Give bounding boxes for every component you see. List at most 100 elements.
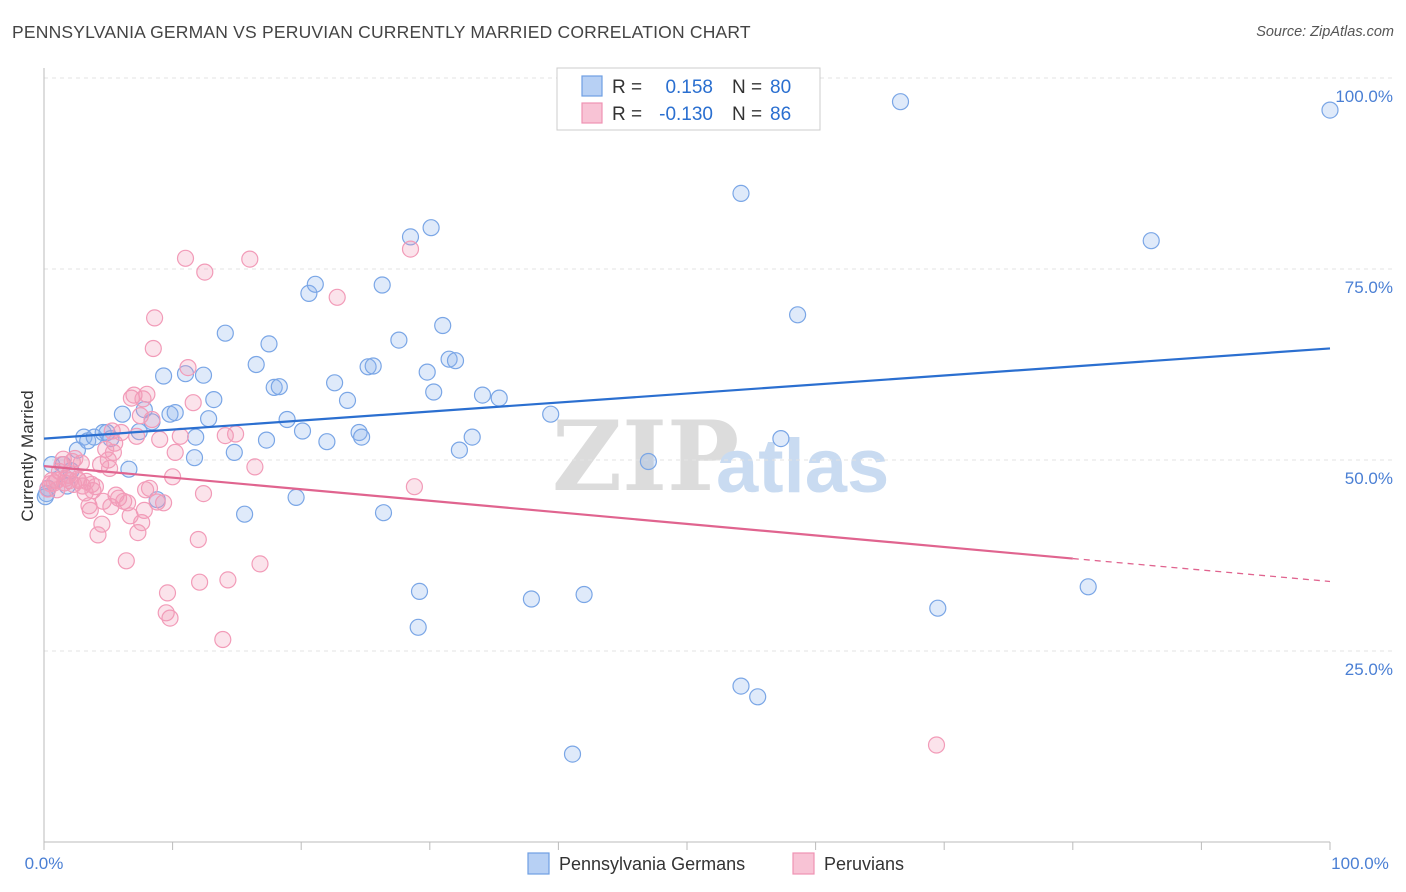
trend-lines [43, 347, 1331, 583]
y-tick-label-50: 50.0% [1345, 469, 1393, 488]
legend-r-label-1: R = [612, 77, 642, 98]
point-pennsylvania-german-34 [278, 410, 296, 429]
point-pennsylvania-german-35 [287, 488, 305, 506]
point-pennsylvania-german-29 [247, 355, 265, 374]
point-peruvian-58 [151, 430, 169, 448]
series-legend: Pennsylvania Germans Peruvians [527, 852, 904, 875]
point-pennsylvania-german-19 [166, 404, 184, 422]
point-peruvian-52 [138, 385, 156, 403]
point-peruvian-21 [81, 501, 99, 519]
point-pennsylvania-german-42 [350, 423, 368, 442]
point-pennsylvania-german-32 [265, 378, 283, 396]
point-pennsylvania-german-66 [639, 452, 658, 471]
point-peruvian-55 [144, 339, 162, 358]
point-pennsylvania-german-54 [425, 383, 443, 401]
series-legend-swatch-pink [792, 852, 815, 875]
point-peruvian-35 [106, 434, 124, 452]
legend-n-value-1: 80 [770, 77, 791, 98]
point-peruvian-66 [176, 249, 195, 267]
legend-swatch-pink [581, 102, 603, 124]
point-peruvian-31 [100, 459, 119, 477]
point-peruvian-76 [227, 425, 245, 443]
point-pennsylvania-german-63 [542, 405, 560, 423]
point-pennsylvania-german-23 [194, 366, 213, 384]
point-peruvian-37 [109, 489, 128, 507]
point-peruvian-82 [405, 478, 423, 496]
point-peruvian-80 [328, 288, 346, 306]
stats-legend: R = 0.158 N = 80 R = -0.130 N = 86 [556, 67, 821, 131]
point-pennsylvania-german-76 [1321, 101, 1339, 119]
point-peruvian-70 [191, 573, 209, 591]
point-peruvian-73 [214, 630, 232, 649]
point-peruvian-59 [155, 494, 173, 512]
point-peruvian-50 [135, 501, 153, 519]
point-peruvian-68 [184, 394, 202, 412]
gridlines [44, 77, 1392, 652]
point-peruvian-53 [140, 479, 159, 497]
point-pennsylvania-german-75 [1142, 232, 1160, 250]
point-pennsylvania-german-73 [929, 599, 947, 617]
point-peruvian-56 [146, 309, 164, 327]
point-peruvian-72 [196, 263, 214, 281]
series-legend-label-blue: Pennsylvania Germans [559, 854, 745, 874]
legend-r-label-2: R = [612, 104, 642, 125]
point-pennsylvania-german-69 [749, 688, 767, 706]
point-pennsylvania-german-43 [353, 428, 371, 446]
watermark-zip: ZIP [552, 400, 739, 513]
chart-title: PENNSYLVANIA GERMAN VS PERUVIAN CURRENTL… [12, 22, 751, 42]
point-pennsylvania-german-71 [788, 306, 807, 324]
point-peruvian-27 [93, 515, 111, 533]
point-pennsylvania-german-70 [772, 430, 790, 448]
point-pennsylvania-german-49 [401, 228, 420, 246]
point-peruvian-54 [143, 410, 161, 429]
point-peruvian-44 [125, 386, 143, 404]
point-pennsylvania-german-26 [216, 324, 234, 342]
point-peruvian-25 [89, 526, 107, 544]
point-pennsylvania-german-39 [318, 433, 336, 451]
legend-swatch-blue [581, 75, 603, 97]
source-credit: Source: ZipAtlas.com [1256, 24, 1394, 40]
point-peruvian-19 [77, 472, 96, 490]
trend-line-peruvian-extrapolated [1072, 557, 1331, 583]
y-tick-label-100: 100.0% [1335, 87, 1393, 106]
point-pennsylvania-german-51 [409, 618, 427, 636]
point-pennsylvania-german-58 [450, 441, 468, 459]
point-pennsylvania-german-30 [257, 431, 276, 449]
point-pennsylvania-german-21 [185, 449, 204, 467]
point-pennsylvania-german-68 [732, 184, 750, 202]
point-peruvian-46 [129, 523, 147, 542]
point-pennsylvania-german-25 [205, 391, 223, 409]
point-pennsylvania-german-38 [306, 275, 324, 293]
point-pennsylvania-german-62 [522, 590, 541, 608]
point-pennsylvania-german-47 [374, 504, 393, 522]
point-pennsylvania-german-7 [85, 428, 103, 446]
point-pennsylvania-german-72 [891, 93, 910, 111]
point-pennsylvania-german-33 [270, 378, 288, 396]
point-peruvian-65 [171, 427, 189, 445]
point-peruvian-61 [158, 584, 177, 602]
x-tick-label-min: 0.0% [25, 854, 64, 873]
x-tick-label-max: 100.0% [1331, 854, 1389, 873]
point-peruvian-75 [219, 571, 237, 589]
point-pennsylvania-german-28 [236, 505, 254, 523]
point-peruvian-71 [194, 485, 213, 503]
trend-line-pennsylvania-german [43, 347, 1331, 440]
y-tick-labels: 25.0% 50.0% 75.0% 100.0% [1335, 87, 1393, 679]
point-pennsylvania-german-65 [575, 585, 593, 604]
point-pennsylvania-german-55 [434, 316, 452, 335]
point-peruvian-83 [927, 736, 946, 754]
legend-r-value-2: -0.130 [659, 104, 713, 125]
point-pennsylvania-german-52 [418, 363, 436, 381]
point-peruvian-77 [241, 250, 259, 268]
point-pennsylvania-german-56 [440, 350, 458, 368]
point-pennsylvania-german-36 [293, 422, 312, 440]
point-pennsylvania-german-61 [490, 389, 508, 407]
point-pennsylvania-german-46 [373, 276, 391, 294]
trend-line-peruvian [43, 465, 1073, 560]
point-peruvian-57 [148, 493, 166, 511]
point-pennsylvania-german-45 [364, 357, 382, 375]
point-pennsylvania-german-40 [326, 374, 344, 392]
point-peruvian-79 [251, 555, 269, 573]
point-pennsylvania-german-50 [410, 582, 429, 601]
